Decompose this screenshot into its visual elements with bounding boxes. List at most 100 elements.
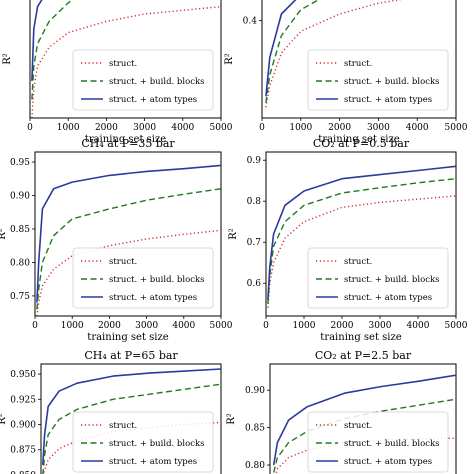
y-axis-label: R² <box>228 228 239 240</box>
legend-label-build_blocks: struct. + build. blocks <box>344 275 439 285</box>
series-group <box>272 374 456 474</box>
x-tick-label: 2000 <box>331 321 354 331</box>
y-axis-label: R² <box>2 53 13 65</box>
y-tick-label: 0.900 <box>10 421 36 431</box>
x-tick-label: 1000 <box>57 123 80 133</box>
series-line-build_blocks <box>273 398 456 473</box>
series-line-struct <box>265 0 402 108</box>
chart-panel-top-right: 0 1000 2000 3000 4000 5000 0.4 training set siz… <box>224 0 468 145</box>
plot-frame <box>269 363 457 474</box>
x-tick-label: 1000 <box>293 321 316 331</box>
y-axis-label: R² <box>0 228 8 240</box>
panel-title: CO₂ at P=2.5 bar <box>315 349 412 362</box>
legend: struct. struct. + build. blocks struct. + … <box>307 247 449 309</box>
legend-label-atom_types: struct. + atom types <box>109 293 197 303</box>
panel-title: CH₄ at P=35 bar <box>81 137 175 150</box>
series-group <box>36 164 221 316</box>
y-tick-label: 0.950 <box>10 370 36 380</box>
x-tick-label: 1000 <box>289 123 312 133</box>
x-tick-label: 5000 <box>445 123 468 133</box>
series-line-build_blocks <box>265 0 320 103</box>
series-line-struct <box>267 195 456 308</box>
y-tick-label: 0.75 <box>10 292 30 302</box>
panel-title: CH₄ at P=65 bar <box>84 349 178 362</box>
legend-label-build_blocks: struct. + build. blocks <box>344 77 439 87</box>
x-tick-label: 5000 <box>210 321 233 331</box>
series-line-atom_types <box>265 0 297 97</box>
chart-panel-top-left: 0 1000 2000 3000 4000 5000 training set size R²… <box>2 0 233 145</box>
x-axis-label: training set size <box>318 134 399 145</box>
y-axis-label: R² <box>0 413 8 425</box>
series-group <box>31 0 221 118</box>
plot-frame <box>261 0 457 119</box>
legend-box <box>307 49 449 111</box>
series-line-atom_types <box>42 368 221 465</box>
legend-label-atom_types: struct. + atom types <box>344 457 432 467</box>
y-tick-label: 0.925 <box>10 395 36 405</box>
y-tick-label: 0.875 <box>10 446 36 456</box>
x-tick-label: 3000 <box>133 123 156 133</box>
series-line-build_blocks <box>31 0 74 100</box>
y-tick-label: 0.8 <box>247 197 262 207</box>
chart-panel-middle-left: CH₄ at P=35 bar 0 1000 2000 3000 4000 5000 0.75… <box>0 137 233 343</box>
plot-frame <box>40 363 222 474</box>
legend-box <box>307 247 449 309</box>
x-tick-label: 2000 <box>98 321 121 331</box>
chart-panel-bottom-left: CH₄ at P=65 bar 0.850 0.875 0.900 0.925 0.950… <box>0 349 222 474</box>
panel-title: CO₂ at P=0.5 bar <box>313 137 410 150</box>
y-tick-label: 0.9 <box>247 156 262 166</box>
x-tick-label: 5000 <box>210 123 233 133</box>
legend-label-struct: struct. <box>109 257 137 267</box>
legend-box <box>72 411 214 473</box>
legend-label-build_blocks: struct. + build. blocks <box>109 77 204 87</box>
legend-label-struct: struct. <box>344 421 372 431</box>
y-tick-label: 0.4 <box>243 17 258 27</box>
legend-label-struct: struct. <box>109 421 137 431</box>
y-tick-label: 0.90 <box>10 192 30 202</box>
y-tick-label: 0.90 <box>245 386 265 396</box>
legend: struct. struct. + build. blocks struct. + … <box>72 49 214 111</box>
series-line-atom_types <box>31 0 43 81</box>
y-tick-label: 0.80 <box>10 258 30 268</box>
y-tick-label: 0.6 <box>247 279 262 289</box>
legend-box <box>72 49 214 111</box>
x-tick-label: 2000 <box>95 123 118 133</box>
y-tick-label: 0.80 <box>245 461 265 471</box>
legend: struct. struct. + build. blocks struct. + … <box>307 411 449 473</box>
y-tick-label: 0.85 <box>245 424 265 434</box>
series-line-struct <box>36 229 221 316</box>
legend-label-atom_types: struct. + atom types <box>344 293 432 303</box>
y-axis-label: R² <box>224 53 235 65</box>
series-line-atom_types <box>36 164 221 303</box>
x-tick-label: 0 <box>32 321 38 331</box>
y-tick-label: 0.95 <box>10 158 30 168</box>
x-tick-label: 3000 <box>367 123 390 133</box>
x-tick-label: 0 <box>259 123 265 133</box>
x-tick-label: 3000 <box>135 321 158 331</box>
legend-label-atom_types: struct. + atom types <box>109 95 197 105</box>
series-line-atom_types <box>267 165 456 300</box>
y-tick-label: 0.85 <box>10 225 30 235</box>
legend-label-atom_types: struct. + atom types <box>344 95 432 105</box>
x-tick-label: 5000 <box>445 321 468 331</box>
legend-box <box>72 247 214 309</box>
legend-label-struct: struct. <box>344 257 372 267</box>
legend-box <box>307 411 449 473</box>
x-tick-label: 2000 <box>328 123 351 133</box>
legend: struct. struct. + build. blocks struct. + … <box>72 411 214 473</box>
x-tick-label: 4000 <box>172 321 195 331</box>
legend: struct. struct. + build. blocks struct. + … <box>307 49 449 111</box>
y-axis-label: R² <box>226 413 237 425</box>
chart-panel-middle-right: CO₂ at P=0.5 bar 0 1000 2000 3000 4000 5000 0.6… <box>228 137 468 343</box>
x-axis-label: training set size <box>320 332 401 343</box>
series-line-atom_types <box>272 374 456 466</box>
y-tick-label: 0.7 <box>247 238 262 248</box>
x-tick-label: 0 <box>263 321 269 331</box>
x-tick-label: 4000 <box>406 123 429 133</box>
legend-label-build_blocks: struct. + build. blocks <box>109 275 204 285</box>
x-tick-label: 0 <box>27 123 33 133</box>
y-tick-label: 0.850 <box>10 471 36 474</box>
series-line-build_blocks <box>267 178 456 304</box>
plot-frame <box>265 151 457 317</box>
